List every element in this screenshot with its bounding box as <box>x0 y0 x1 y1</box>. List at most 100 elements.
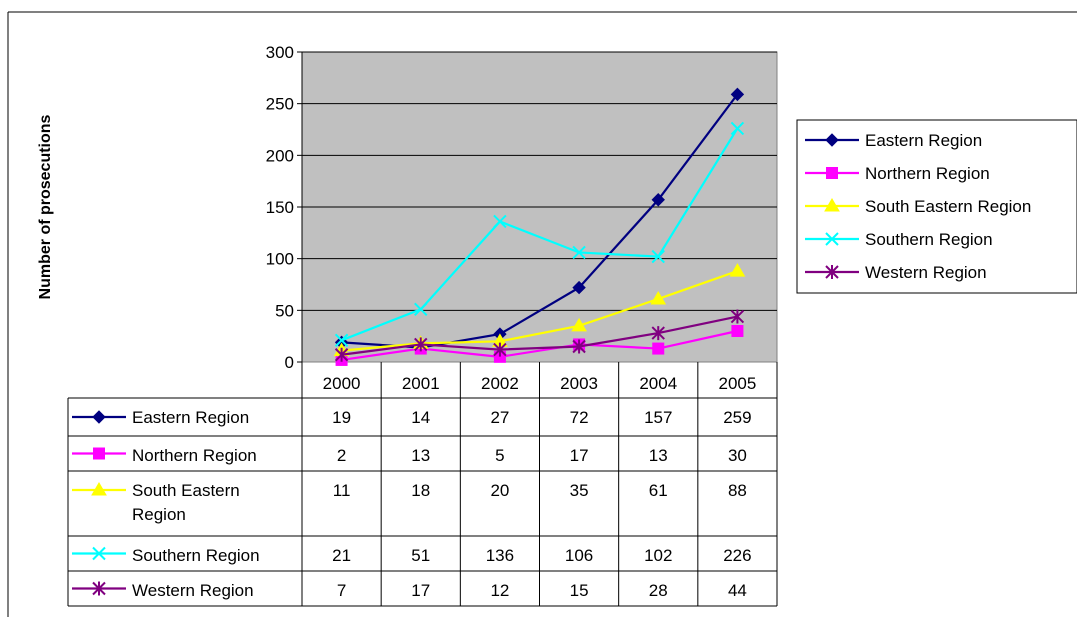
legend-label: Western Region <box>865 263 987 282</box>
marker-x <box>334 333 349 348</box>
marker-diamond <box>730 87 745 102</box>
legend-label: Eastern Region <box>865 131 982 150</box>
table-cell: 88 <box>728 481 747 500</box>
y-tick-label: 150 <box>266 198 294 217</box>
legend-label: Northern Region <box>865 164 990 183</box>
table-cell: 5 <box>495 446 504 465</box>
series-southern-region <box>334 121 745 348</box>
table-header-cell: 2000 <box>323 374 361 393</box>
marker-asterisk <box>414 337 428 352</box>
table-cell: 17 <box>570 446 589 465</box>
table-cell: 21 <box>332 546 351 565</box>
table-row-label: South Eastern <box>132 481 240 500</box>
table-row-label: Region <box>132 505 186 524</box>
table-header-cell: 2001 <box>402 374 440 393</box>
table-cell: 18 <box>411 481 430 500</box>
table-row-key <box>72 482 126 496</box>
table-cell: 19 <box>332 408 351 427</box>
table-cell: 12 <box>490 581 509 600</box>
table-header-cell: 2004 <box>639 374 677 393</box>
marker-asterisk <box>493 342 507 357</box>
table-cell: 106 <box>565 546 593 565</box>
marker-triangle <box>729 263 746 277</box>
marker-diamond <box>572 280 586 295</box>
series-western-region <box>334 309 745 362</box>
y-tick-label: 250 <box>266 95 294 114</box>
table-row-label: Northern Region <box>132 446 257 465</box>
table-cell: 259 <box>723 408 751 427</box>
marker-x <box>730 121 745 136</box>
marker-square <box>652 342 665 355</box>
y-tick-label: 50 <box>275 301 294 320</box>
table-cell: 44 <box>728 581 747 600</box>
table-cell: 11 <box>333 481 351 500</box>
marker-diamond <box>92 410 106 424</box>
marker-x <box>572 245 586 260</box>
marker-x <box>825 232 839 246</box>
series-line <box>341 329 738 362</box>
table-cell: 102 <box>644 546 672 565</box>
y-tick-label: 0 <box>285 353 294 372</box>
table-header-cell: 2002 <box>481 374 519 393</box>
marker-asterisk <box>651 326 665 341</box>
y-axis-label: Number of prosecutions <box>37 114 54 299</box>
table-cell: 27 <box>490 408 509 427</box>
table-cell: 15 <box>570 581 589 600</box>
table-cell: 35 <box>570 481 589 500</box>
table-cell: 14 <box>411 408 430 427</box>
table-cell: 157 <box>644 408 672 427</box>
table-row-label: Southern Region <box>132 546 260 565</box>
marker-square <box>93 447 105 460</box>
table-cell: 226 <box>723 546 751 565</box>
marker-triangle <box>650 290 667 305</box>
legend-item <box>805 265 859 279</box>
table-cell: 136 <box>486 546 514 565</box>
marker-x <box>651 249 665 264</box>
marker-triangle <box>571 317 587 332</box>
legend-label: South Eastern Region <box>865 197 1031 216</box>
series-line <box>341 270 738 352</box>
table-cell: 2 <box>337 446 346 465</box>
table-row-key <box>72 410 126 424</box>
table-row-key <box>72 581 126 596</box>
y-tick-label: 100 <box>266 250 294 269</box>
table-header-cell: 2003 <box>560 374 598 393</box>
table-row-label: Eastern Region <box>132 408 249 427</box>
marker-asterisk <box>92 581 106 596</box>
marker-diamond <box>651 193 665 207</box>
table-cell: 51 <box>411 546 430 565</box>
table-cell: 17 <box>411 581 430 600</box>
table-cell: 28 <box>649 581 668 600</box>
series-line <box>341 127 739 342</box>
marker-x <box>414 302 428 317</box>
marker-triangle <box>824 198 840 212</box>
marker-asterisk <box>572 339 586 354</box>
y-tick-label: 300 <box>266 43 294 62</box>
table-cell: 13 <box>411 446 430 465</box>
y-tick-label: 200 <box>266 146 294 165</box>
marker-diamond <box>825 133 839 147</box>
marker-asterisk <box>334 347 349 362</box>
marker-triangle <box>91 482 107 496</box>
legend-item <box>805 167 859 179</box>
marker-asterisk <box>825 265 839 279</box>
marker-x <box>92 546 106 561</box>
table-header-cell: 2005 <box>719 374 757 393</box>
table-cell: 72 <box>570 408 589 427</box>
table-cell: 20 <box>490 481 509 500</box>
table-row-key <box>72 546 126 561</box>
legend-label: Southern Region <box>865 230 993 249</box>
table-cell: 7 <box>337 581 346 600</box>
table-cell: 61 <box>649 481 668 500</box>
table-cell: 13 <box>649 446 668 465</box>
series-line <box>341 315 738 356</box>
marker-square <box>826 167 838 179</box>
legend-item <box>805 198 859 212</box>
legend-item <box>805 133 859 147</box>
table-row-key <box>72 447 126 460</box>
legend-item <box>805 232 859 246</box>
marker-asterisk <box>730 309 745 324</box>
marker-square <box>731 325 744 337</box>
